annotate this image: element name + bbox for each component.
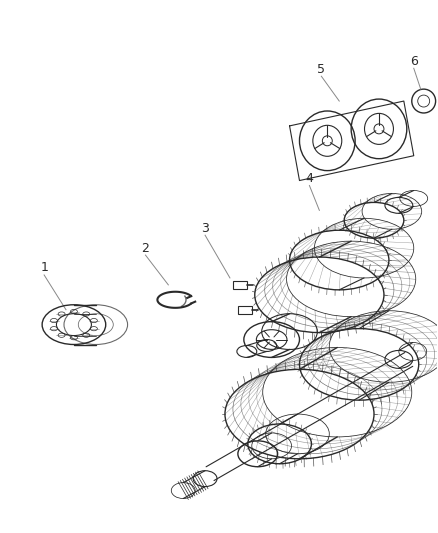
- Bar: [238, 306, 252, 314]
- Text: 4: 4: [305, 172, 313, 185]
- Text: 6: 6: [410, 55, 418, 68]
- Text: 3: 3: [201, 222, 209, 235]
- Bar: [233, 281, 247, 289]
- Text: 1: 1: [40, 262, 48, 274]
- Text: 2: 2: [141, 241, 149, 255]
- Text: 5: 5: [318, 63, 325, 76]
